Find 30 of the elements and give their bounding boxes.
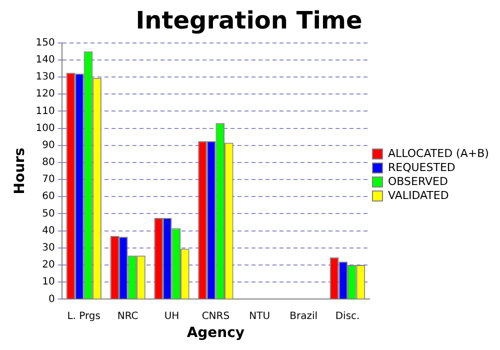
- y-axis-title: Hours: [12, 148, 28, 194]
- y-tick-label: 0: [48, 294, 55, 305]
- y-tick-label: 90: [42, 140, 55, 151]
- y-tick-label: 120: [36, 88, 55, 100]
- x-tick-label: L. Prgs: [67, 310, 100, 322]
- legend-label: VALIDATED: [388, 188, 449, 202]
- legend-label: ALLOCATED (A+B): [388, 146, 489, 160]
- x-tick-label: Disc.: [335, 310, 360, 322]
- chart-title: Integration Time: [136, 6, 362, 35]
- x-tick-label: UH: [164, 310, 180, 322]
- legend-label: OBSERVED: [388, 174, 448, 188]
- x-axis-title: Agency: [186, 325, 245, 342]
- y-tick-label: 30: [42, 242, 55, 254]
- x-tick-label: CNRS: [202, 310, 230, 322]
- legend-label: REQUESTED: [388, 160, 456, 174]
- x-tick-label: NTU: [249, 310, 270, 322]
- y-tick-label: 40: [42, 225, 55, 236]
- y-tick-label: 80: [42, 157, 55, 168]
- x-tick-label: NRC: [117, 310, 138, 322]
- y-tick-label: 130: [36, 72, 55, 83]
- y-tick-label: 10: [42, 276, 55, 288]
- y-tick-label: 140: [36, 54, 55, 66]
- y-tick-label: 100: [36, 122, 55, 134]
- y-tick-label: 70: [42, 174, 55, 186]
- y-tick-label: 60: [42, 191, 55, 202]
- y-tick-label: 50: [42, 208, 55, 220]
- y-tick-label: 20: [42, 260, 55, 271]
- x-tick-label: Brazil: [290, 310, 318, 322]
- y-tick-label: 150: [36, 37, 55, 48]
- y-tick-label: 110: [36, 106, 55, 117]
